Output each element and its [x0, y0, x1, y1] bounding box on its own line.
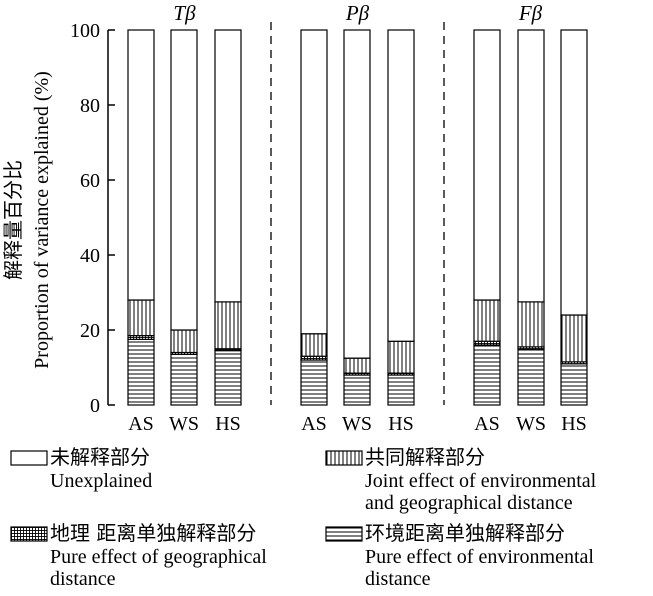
- y-axis-title-en: Proportion of variance explained (%): [31, 71, 53, 369]
- bar-segment-unexplained: [343, 29, 371, 359]
- legend-label-zh: 环境距离单独解释部分: [365, 521, 565, 545]
- x-tick-label: AS: [128, 413, 154, 435]
- bar-segment-environmental: [214, 350, 242, 406]
- x-tick-label: WS: [169, 413, 199, 435]
- bar-segment-unexplained: [214, 29, 242, 303]
- y-tick-label: 80: [80, 95, 100, 117]
- bar-segment-joint: [343, 357, 371, 374]
- bar-stack: [560, 29, 588, 406]
- bar-segment-unexplained: [387, 29, 415, 342]
- stacked-bar-chart: 0 20 40 60 80 100 AS WS HS AS WS HS AS WS HS Tβ Pβ Fβ 解…: [1, 1, 588, 435]
- x-tick-label: HS: [215, 413, 241, 435]
- legend-item-horizontal: 环境距离单独解释部分 Pure effect of environmental di…: [325, 522, 594, 590]
- bar-segment-unexplained: [517, 29, 545, 303]
- legend-swatch-horizontal: [325, 526, 363, 542]
- x-tick-label: AS: [474, 413, 500, 435]
- bar-segment-unexplained: [473, 29, 501, 301]
- y-axis-title-zh: 解释量百分比: [1, 160, 25, 280]
- legend-swatch-grid: [10, 526, 48, 542]
- bar-segment-environmental: [300, 359, 328, 406]
- bar-segment-environmental: [560, 363, 588, 406]
- legend-item-grid: 地理 距离单独解释部分 Pure effect of geographical di…: [10, 522, 267, 590]
- legend-label-zh: 共同解释部分: [365, 445, 485, 469]
- bar-segment-joint: [170, 329, 198, 354]
- legend-swatch-vertical: [325, 450, 363, 466]
- bar-stack: [517, 29, 545, 406]
- y-axis-title: 解释量百分比 Proportion of variance explained …: [1, 71, 53, 369]
- legend-label-en: distance: [50, 568, 116, 590]
- x-tick-label: HS: [388, 413, 414, 435]
- legend-label-en: distance: [365, 568, 431, 590]
- legend-label-zh: 未解释部分: [50, 445, 150, 469]
- group-title: Pβ: [345, 1, 370, 25]
- bar-segment-joint: [214, 301, 242, 350]
- legend-label-en: and geographical distance: [365, 492, 573, 514]
- x-tick-label: WS: [516, 413, 546, 435]
- group-titles: Tβ Pβ Fβ: [173, 1, 542, 25]
- y-tick-label: 100: [70, 20, 100, 42]
- y-tick-label: 20: [80, 320, 100, 342]
- bar-stack: [127, 29, 155, 406]
- bar-segment-environmental: [127, 338, 155, 406]
- bar-stack: [343, 29, 371, 406]
- bar-segment-joint: [300, 333, 328, 357]
- group-title: Tβ: [173, 1, 196, 25]
- group-separators: [270, 22, 445, 405]
- bar-segment-unexplained: [170, 29, 198, 331]
- bar-segment-joint: [473, 299, 501, 342]
- bar-segment-environmental: [343, 374, 371, 406]
- bar-stack: [473, 29, 501, 406]
- legend-item-vertical: 共同解释部分 Joint effect of environmental and g…: [325, 446, 596, 514]
- legend-item-blank: 未解释部分 Unexplained: [10, 446, 152, 492]
- x-tick-label: AS: [301, 413, 327, 435]
- legend-label-en: Pure effect of geographical: [50, 546, 267, 568]
- legend-label-en: Unexplained: [50, 470, 153, 492]
- bars: [127, 29, 588, 406]
- legend-label-en: Pure effect of environmental: [365, 546, 594, 568]
- y-axis: 0 20 40 60 80 100: [70, 20, 115, 417]
- group-title: Fβ: [518, 1, 543, 25]
- y-tick-label: 60: [80, 170, 100, 192]
- bar-stack: [214, 29, 242, 406]
- bar-segment-environmental: [170, 353, 198, 406]
- bar-segment-joint: [560, 314, 588, 363]
- bar-segment-unexplained: [560, 29, 588, 316]
- bar-stack: [387, 29, 415, 406]
- bar-segment-unexplained: [127, 29, 155, 301]
- x-tick-label: HS: [561, 413, 587, 435]
- bar-segment-unexplained: [300, 29, 328, 335]
- bar-segment-environmental: [387, 374, 415, 406]
- bar-segment-environmental: [473, 344, 501, 406]
- bar-stack: [170, 29, 198, 406]
- bar-segment-joint: [387, 340, 415, 374]
- bar-segment-joint: [127, 299, 155, 337]
- legend-swatch-blank: [10, 450, 48, 466]
- y-tick-label: 40: [80, 245, 100, 267]
- x-axis-labels: AS WS HS AS WS HS AS WS HS: [128, 413, 587, 435]
- legend-label-en: Joint effect of environmental: [365, 470, 597, 492]
- bar-stack: [300, 29, 328, 406]
- y-tick-label: 0: [90, 395, 100, 417]
- bar-segment-environmental: [517, 348, 545, 406]
- bar-segment-joint: [517, 301, 545, 348]
- x-tick-label: WS: [342, 413, 372, 435]
- legend-label-zh: 地理 距离单独解释部分: [50, 521, 257, 545]
